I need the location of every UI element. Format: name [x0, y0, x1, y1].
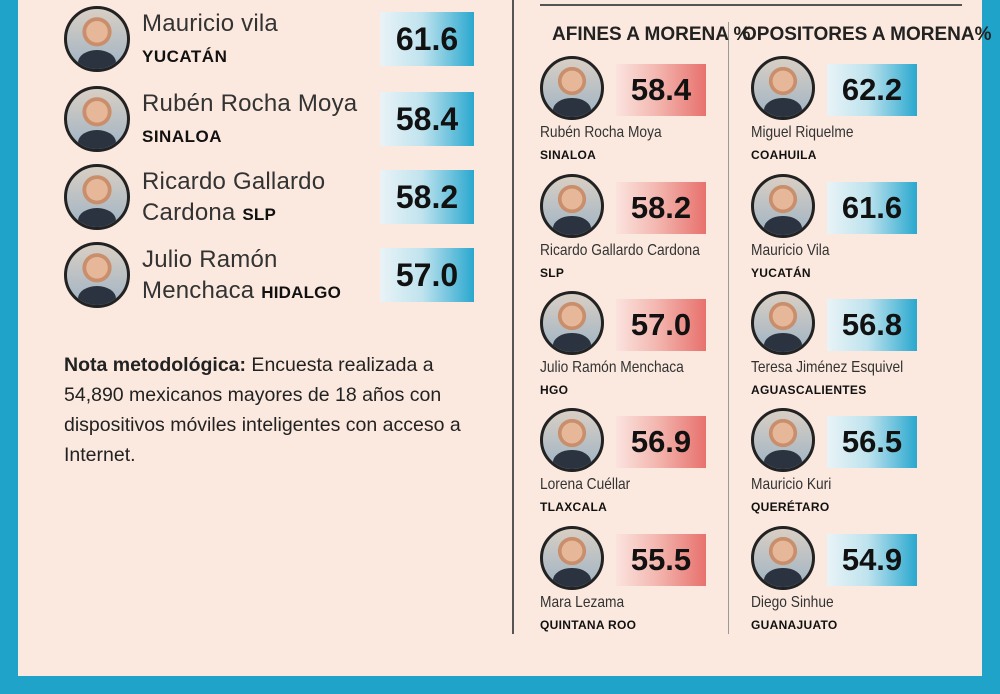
bottom-border — [0, 676, 1000, 694]
candidate-state: SLP — [540, 266, 565, 280]
avatar — [751, 408, 815, 472]
avatar — [751, 526, 815, 590]
candidate-name: Mauricio vila YUCATÁN — [142, 10, 278, 66]
opositores-title: OPOSITORES A MORENA% — [742, 24, 992, 45]
candidate-name: Ricardo Gallardo Cardona — [540, 242, 700, 259]
afines-item: 55.5 Mara Lezama QUINTANA ROO — [540, 526, 740, 644]
candidate-state: YUCATÁN — [751, 266, 811, 280]
score-badge: 56.9 — [616, 416, 706, 468]
avatar — [64, 86, 130, 152]
score-badge: 58.2 — [380, 170, 474, 224]
score-badge: 61.6 — [827, 182, 917, 234]
afines-item: 58.2 Ricardo Gallardo Cardona SLP — [540, 174, 740, 292]
candidate-name: Lorena Cuéllar — [540, 476, 631, 493]
score-badge: 56.5 — [827, 416, 917, 468]
candidate-state: QUINTANA ROO — [540, 618, 637, 632]
candidate-state: AGUASCALIENTES — [751, 383, 867, 397]
avatar — [64, 6, 130, 72]
score-badge: 61.6 — [380, 12, 474, 66]
candidate-state: HGO — [540, 383, 569, 397]
candidate-name: Diego Sinhue — [751, 594, 834, 611]
opositores-item: 61.6 Mauricio Vila YUCATÁN — [751, 174, 951, 292]
left-ranking-row: Julio Ramón Menchaca HIDALGO 57.0 — [64, 240, 484, 310]
avatar — [540, 56, 604, 120]
methodology-note: Nota metodológica: Encuesta realizada a … — [64, 354, 461, 466]
candidate-state: SINALOA — [540, 148, 597, 162]
candidate-name: Julio Ramón Menchaca HIDALGO — [142, 246, 342, 304]
opositores-item: 56.8 Teresa Jiménez Esquivel AGUASCALIEN… — [751, 291, 951, 409]
score-badge: 58.4 — [616, 64, 706, 116]
score-badge: 57.0 — [616, 299, 706, 351]
opositores-item: 54.9 Diego Sinhue GUANAJUATO — [751, 526, 951, 644]
opositores-item: 56.5 Mauricio Kuri QUERÉTARO — [751, 408, 951, 526]
infographic-panel — [18, 0, 982, 676]
avatar — [751, 291, 815, 355]
score-badge: 58.4 — [380, 92, 474, 146]
score-badge: 57.0 — [380, 248, 474, 302]
candidate-name: Miguel Riquelme — [751, 124, 854, 141]
avatar — [751, 174, 815, 238]
avatar — [540, 174, 604, 238]
candidate-name: Mara Lezama — [540, 594, 625, 611]
candidate-state: TLAXCALA — [540, 500, 608, 514]
candidate-name: Julio Ramón Menchaca — [540, 359, 684, 376]
afines-title: AFINES A MORENA % — [552, 24, 751, 45]
score-badge: 55.5 — [616, 534, 706, 586]
candidate-state: QUERÉTARO — [751, 500, 830, 514]
afines-item: 57.0 Julio Ramón Menchaca HGO — [540, 291, 740, 409]
candidate-name: Rubén Rocha Moya — [540, 124, 662, 141]
top-divider — [540, 4, 962, 6]
avatar — [540, 408, 604, 472]
afines-item: 56.9 Lorena Cuéllar TLAXCALA — [540, 408, 740, 526]
candidate-name: Mauricio Kuri — [751, 476, 832, 493]
score-badge: 54.9 — [827, 534, 917, 586]
candidate-name: Ricardo Gallardo Cardona SLP — [142, 168, 326, 226]
candidate-state: GUANAJUATO — [751, 618, 838, 632]
candidate-name: Rubén Rocha Moya SINALOA — [142, 90, 358, 146]
column-divider — [728, 22, 729, 634]
afines-item: 58.4 Rubén Rocha Moya SINALOA — [540, 56, 740, 174]
score-badge: 58.2 — [616, 182, 706, 234]
left-ranking-row: Ricardo Gallardo Cardona SLP 58.2 — [64, 162, 484, 232]
left-divider — [512, 0, 514, 634]
avatar — [751, 56, 815, 120]
avatar — [540, 526, 604, 590]
candidate-name: Mauricio Vila — [751, 242, 830, 259]
left-ranking-row: Mauricio vila YUCATÁN 61.6 — [64, 4, 484, 74]
score-badge: 56.8 — [827, 299, 917, 351]
candidate-state: COAHUILA — [751, 148, 817, 162]
avatar — [540, 291, 604, 355]
left-ranking-row: Rubén Rocha Moya SINALOA 58.4 — [64, 84, 484, 154]
candidate-name: Teresa Jiménez Esquivel — [751, 359, 904, 376]
opositores-item: 62.2 Miguel Riquelme COAHUILA — [751, 56, 951, 174]
avatar — [64, 164, 130, 230]
score-badge: 62.2 — [827, 64, 917, 116]
avatar — [64, 242, 130, 308]
